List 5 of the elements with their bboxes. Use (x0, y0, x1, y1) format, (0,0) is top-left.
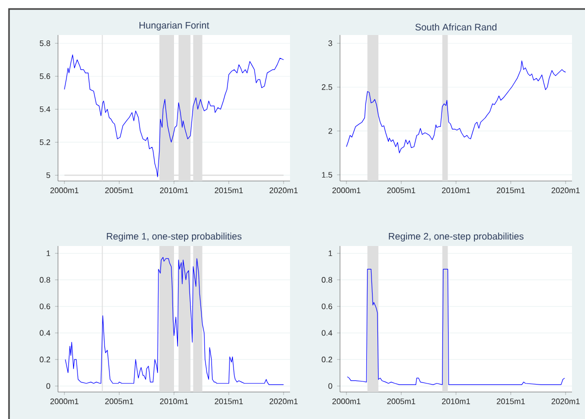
chart-title: Regime 1, one-step probabilities (106, 232, 242, 242)
line-series (346, 60, 566, 154)
chart-title: Hungarian Forint (140, 22, 210, 30)
chart-title: South African Rand (415, 24, 496, 30)
chart-title: Regime 2, one-step probabilities (388, 232, 524, 242)
